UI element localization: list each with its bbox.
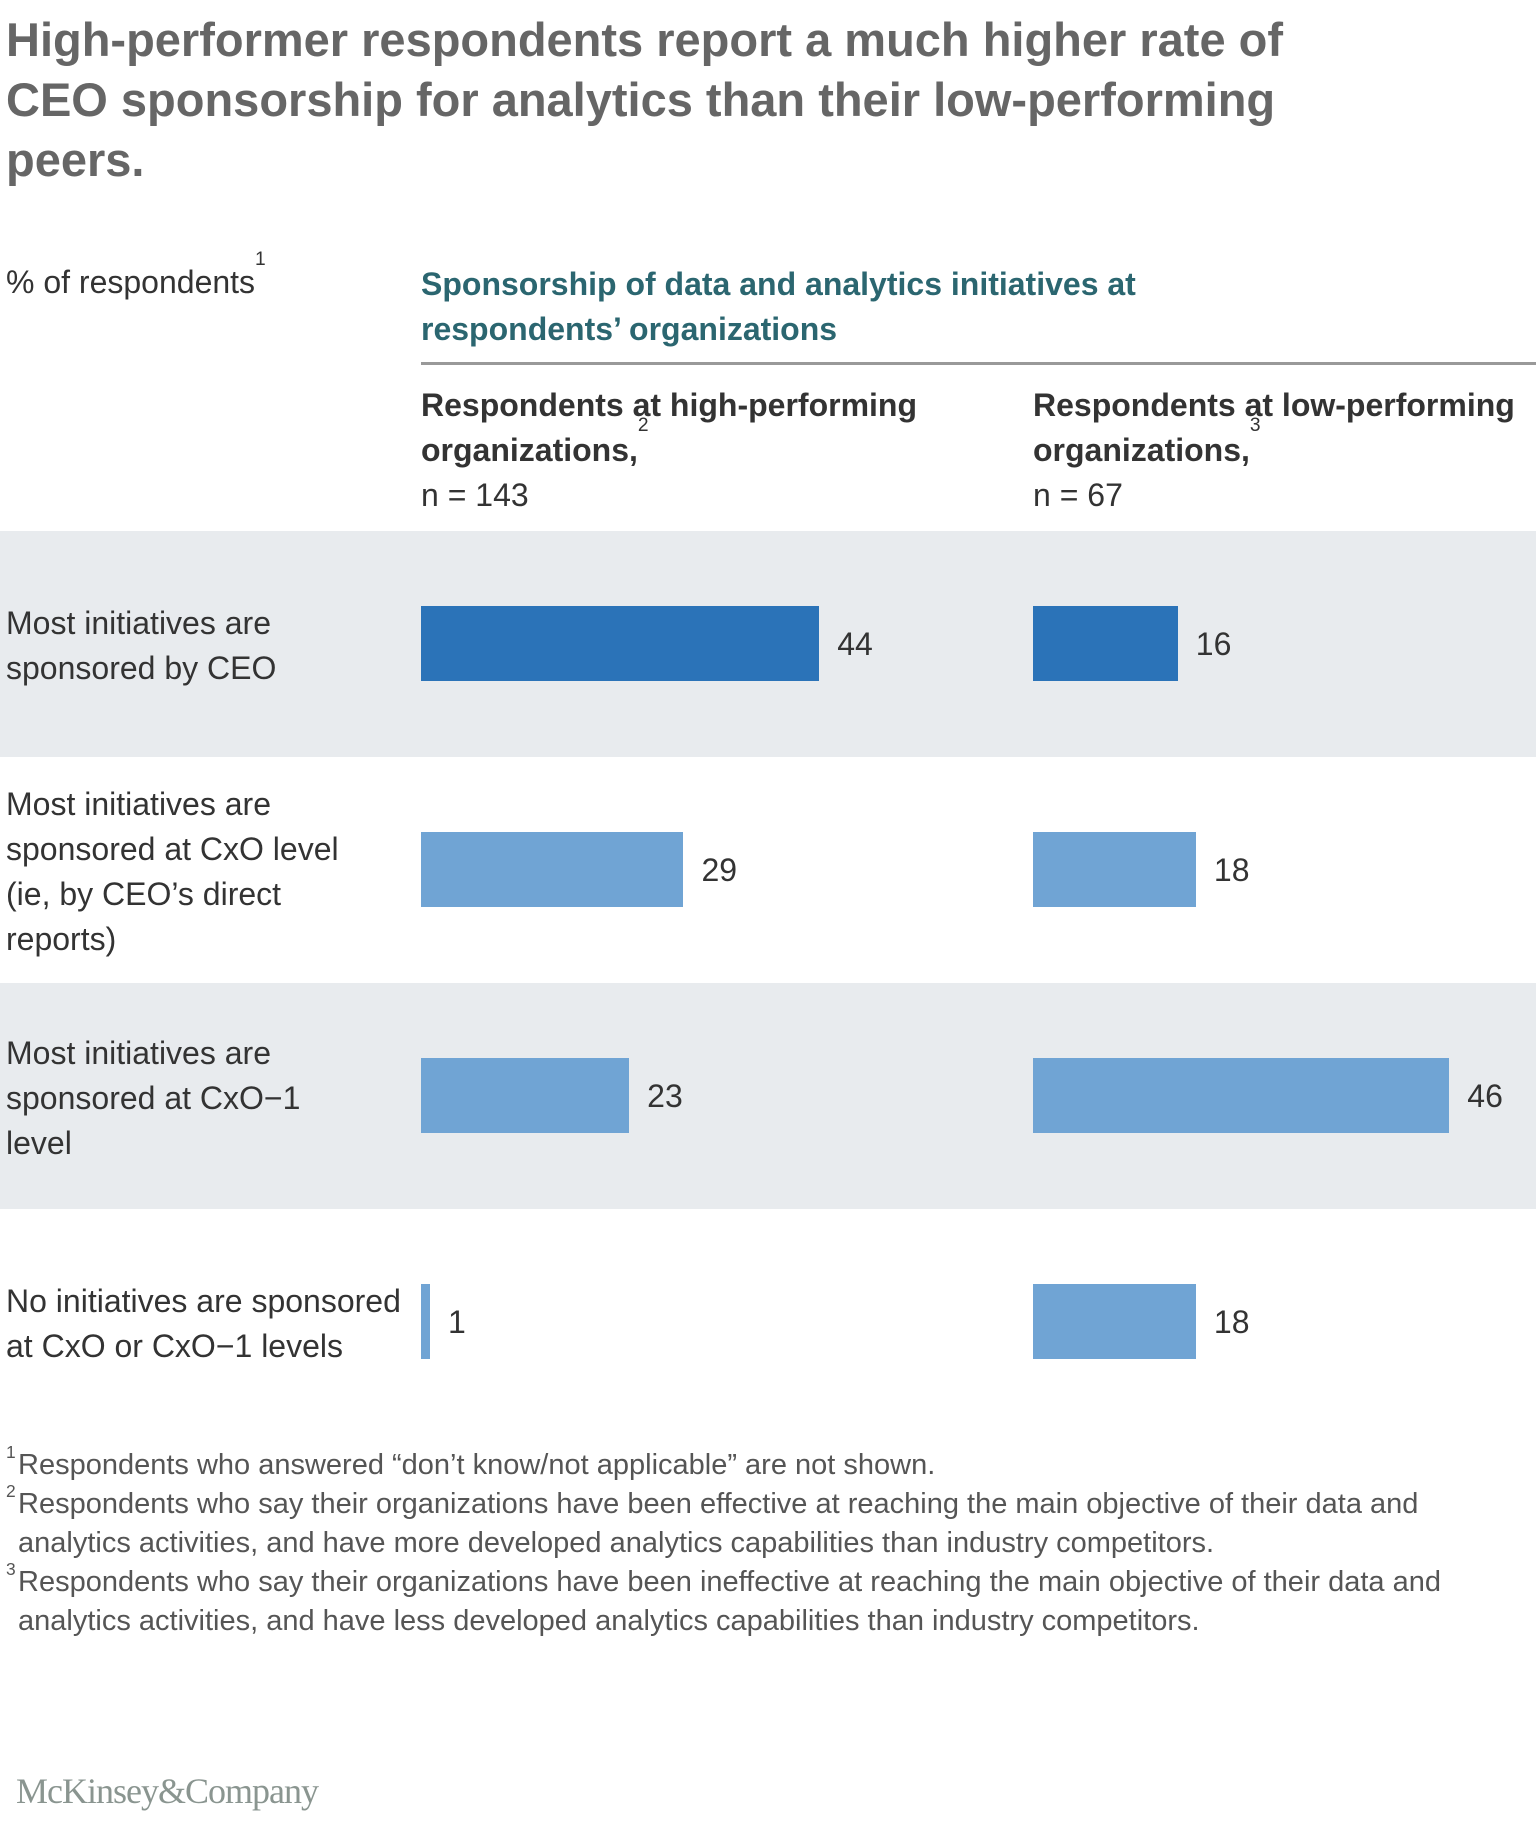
bar-low: [1033, 832, 1196, 907]
footnote-mark: 1: [255, 249, 266, 270]
row-label: No initiatives are sponsored at CxO or C…: [6, 1283, 401, 1364]
row-label: Most initiatives are sponsored by CEO: [6, 605, 277, 686]
footnote-2: 2 Respondents who say their organizations…: [6, 1481, 1419, 1559]
data-label: 23: [647, 1078, 683, 1114]
bar-high: [421, 1058, 630, 1133]
footnote-text: Respondents who say their organizations …: [18, 1488, 1419, 1559]
data-label: 1: [448, 1304, 466, 1340]
data-label: 44: [837, 626, 873, 662]
column-header-low-n: n = 67: [1033, 477, 1123, 513]
bar-low: [1033, 606, 1178, 681]
footnote-3: 3 Respondents who say their organizations…: [6, 1559, 1441, 1637]
bar-low: [1033, 1284, 1196, 1359]
footnote-mark: 3: [1249, 415, 1261, 436]
column-header-high: Respondents at high-performing organizat…: [421, 383, 941, 518]
column-header-high-title: Respondents at high-performing organizat…: [421, 387, 917, 468]
footnote-text: Respondents who say their organizations …: [18, 1566, 1441, 1637]
footnotes: 1 Respondents who answered “don’t know/no…: [6, 1442, 1506, 1641]
footnote-mark: 2: [637, 415, 649, 436]
unit-label: % of respondents1: [6, 250, 266, 302]
bar-low: [1033, 1058, 1450, 1133]
bar-high: [421, 606, 820, 681]
data-label: 18: [1213, 1304, 1250, 1340]
column-header-low: Respondents at low-performing organizati…: [1033, 383, 1533, 518]
bar-high: [421, 832, 684, 907]
data-label: 16: [1195, 626, 1232, 662]
row-label: Most initiatives are sponsored at CxO−1 …: [6, 1034, 301, 1161]
group-heading: Sponsorship of data and analytics initia…: [421, 266, 1136, 347]
heading-divider: [421, 362, 1536, 365]
mckinsey-logo: McKinsey&Company: [16, 1771, 319, 1811]
data-label: 29: [701, 852, 738, 888]
chart-title: High-performer respondents report a much…: [6, 13, 1284, 186]
data-label: 18: [1213, 852, 1250, 888]
footnote-1: 1 Respondents who answered “don’t know/no…: [6, 1442, 936, 1481]
row-label: Most initiatives are sponsored at CxO le…: [6, 786, 339, 957]
footnote-text: Respondents who answered “don’t know/not…: [18, 1449, 936, 1481]
column-header-high-n: n = 143: [421, 477, 529, 513]
column-header-low-title: Respondents at low-performing organizati…: [1033, 387, 1515, 468]
unit-label-text: % of respondents: [6, 264, 256, 300]
data-label: 46: [1467, 1078, 1503, 1114]
bar-high: [421, 1284, 431, 1359]
